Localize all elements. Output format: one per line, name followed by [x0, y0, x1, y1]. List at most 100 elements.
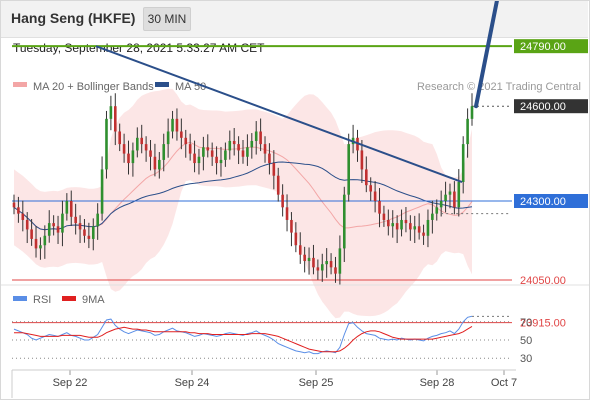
- candle-body: [100, 169, 104, 214]
- price-level-label: 24300.00: [520, 196, 566, 208]
- rsi-tick-label: 70: [520, 317, 532, 329]
- candle-body: [197, 156, 201, 164]
- candle-body: [298, 245, 302, 255]
- candle-body: [210, 150, 214, 157]
- rsi-panel: 70 50 30: [12, 315, 532, 365]
- candle-body: [281, 194, 284, 208]
- candle-body: [127, 153, 130, 164]
- candle-body: [224, 150, 227, 160]
- candle-body: [426, 219, 430, 236]
- candle-body: [175, 118, 179, 132]
- candle-body: [105, 118, 108, 170]
- candle-body: [431, 213, 434, 220]
- candle-body: [435, 207, 439, 214]
- candle-body: [83, 229, 86, 236]
- candle-body: [453, 191, 456, 208]
- rsi-tick-label: 30: [520, 353, 532, 365]
- x-axis-tick-label: Sep 28: [420, 377, 455, 389]
- candle-body: [215, 156, 218, 164]
- candle-body: [25, 219, 29, 230]
- rsi-legend-label: RSI: [33, 294, 51, 306]
- candle-body: [136, 137, 139, 151]
- candle-body: [188, 144, 192, 154]
- candle-body: [338, 248, 342, 274]
- candle-body: [113, 106, 117, 132]
- instrument-title: Hang Seng (HKFE): [11, 10, 136, 26]
- candle-body: [404, 219, 408, 224]
- ma20-legend-swatch: [13, 82, 27, 87]
- rsi-ma-legend-swatch: [62, 296, 76, 301]
- candle-body: [391, 223, 395, 227]
- candle-body: [91, 226, 95, 239]
- ma50-line: [13, 161, 473, 231]
- candle-body: [395, 223, 399, 230]
- timeframe-button[interactable]: 30 MIN: [143, 7, 191, 31]
- candle-body: [12, 202, 16, 208]
- candle-body: [162, 144, 166, 160]
- candle-body: [34, 238, 38, 249]
- rsi-legend: RSI 9MA: [13, 294, 105, 306]
- forecast-arrow-shaft: [474, 0, 500, 109]
- candle-body: [43, 235, 47, 246]
- candle-body: [382, 213, 386, 220]
- candle-body: [378, 201, 381, 214]
- candle-body: [78, 223, 82, 230]
- candle-body: [369, 185, 373, 192]
- candle-body: [329, 261, 333, 268]
- candle-body: [39, 245, 42, 249]
- x-axis-tick-label: Sep 22: [53, 377, 88, 389]
- candle-body: [387, 219, 390, 227]
- price-level-tag: [514, 99, 588, 114]
- candle-body: [180, 131, 183, 138]
- price-level-label: 24790.00: [520, 41, 566, 53]
- price-level-tag: [514, 194, 588, 208]
- price-level-label: 24600.00: [520, 101, 566, 113]
- candle-body: [144, 144, 148, 151]
- ma50-legend-swatch: [155, 82, 169, 87]
- candle-body: [246, 147, 249, 157]
- candle-body: [149, 150, 152, 157]
- candle-body: [109, 106, 113, 119]
- x-axis-tick-label: Oct 7: [491, 377, 517, 389]
- candle-body: [448, 191, 452, 195]
- candle-body: [206, 147, 210, 151]
- candle-body: [347, 144, 350, 195]
- candle-body: [439, 201, 443, 208]
- candle-body: [30, 229, 33, 239]
- candle-body: [307, 257, 311, 262]
- candle-body: [171, 118, 174, 132]
- candle-body: [96, 213, 99, 227]
- candle-body: [228, 140, 232, 151]
- rsi-ma-legend-label: 9MA: [82, 294, 105, 306]
- credit-text: Research © 2021 Trading Central: [417, 81, 581, 93]
- candle-body: [325, 261, 328, 265]
- candle-body: [158, 159, 161, 170]
- rsi-legend-swatch: [13, 296, 27, 301]
- candle-body: [219, 159, 223, 164]
- candle-body: [457, 182, 461, 208]
- candle-body: [272, 163, 276, 176]
- candle-body: [153, 156, 157, 170]
- candle-body: [444, 194, 447, 201]
- price-level-tag: [514, 39, 588, 54]
- candle-body: [268, 153, 271, 164]
- price-legend: MA 20 + Bollinger Bands MA 50 Research ©…: [13, 81, 581, 93]
- ma20-legend-label: MA 20 + Bollinger Bands: [33, 81, 154, 93]
- candle-body: [316, 267, 320, 271]
- candle-body: [61, 213, 64, 233]
- candle-body: [184, 137, 188, 145]
- candle-body: [166, 131, 170, 145]
- candle-body: [122, 144, 126, 154]
- bollinger-band: [14, 88, 472, 319]
- candle-body: [232, 140, 236, 145]
- candle-body: [461, 144, 465, 183]
- price-panel: 25030.0024790.0024600.0024300.0024050.00…: [12, 0, 588, 330]
- candle-body: [193, 153, 196, 164]
- candle-body: [21, 213, 25, 220]
- candle-body: [276, 175, 280, 195]
- candle-body: [312, 257, 315, 268]
- candle-body: [409, 223, 412, 230]
- candle-body: [373, 191, 377, 201]
- candle-body: [263, 144, 267, 154]
